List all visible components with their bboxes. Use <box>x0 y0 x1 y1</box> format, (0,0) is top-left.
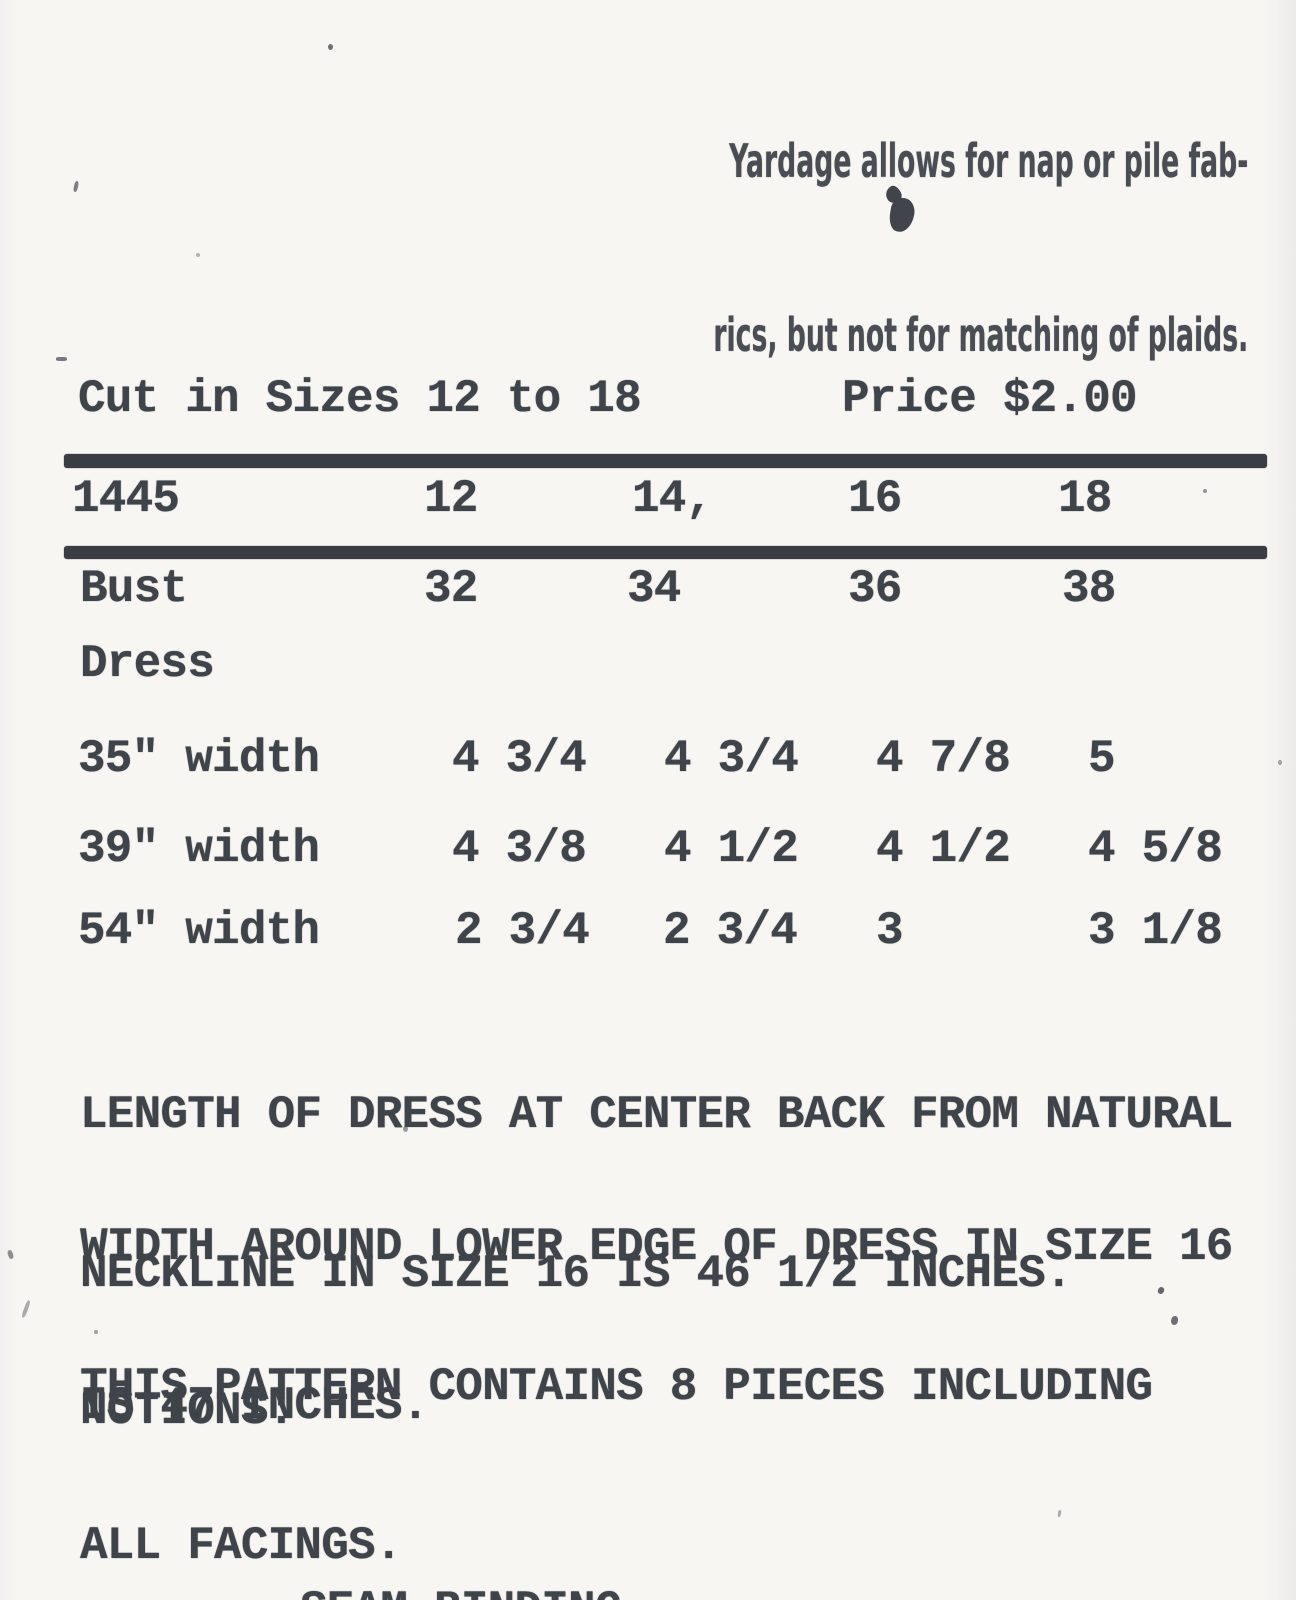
bust-value-12: 32 <box>424 563 478 615</box>
scan-speck <box>403 1126 408 1132</box>
pattern-number-cell: 1445 <box>72 473 180 525</box>
table-rule-mid <box>64 546 1267 559</box>
lower-edge-line2: IS 47 INCHES. <box>80 1380 429 1432</box>
yardage-row3-val3: 3 <box>876 905 904 957</box>
lower-edge-paragraph: WIDTH AROUND LOWER EDGE OF DRESS IN SIZE… <box>80 1115 1233 1539</box>
bust-row-label: Bust <box>80 563 188 615</box>
scan-speck <box>1203 489 1207 493</box>
notions-item-seam-binding: SEAM BINDING <box>300 1584 622 1600</box>
cut-sizes-heading: Cut in Sizes 12 to 18 <box>78 373 642 425</box>
size-col-16: 16 <box>848 473 902 525</box>
yardage-row1-val2: 4 3/4 <box>664 733 799 785</box>
scan-speck <box>1278 760 1282 765</box>
bust-value-16: 36 <box>848 563 902 615</box>
lower-edge-line1: WIDTH AROUND LOWER EDGE OF DRESS IN SIZE… <box>80 1221 1233 1273</box>
back-length-line1: LENGTH OF DRESS AT CENTER BACK FROM NATU… <box>80 1089 1233 1141</box>
bust-value-14: 34 <box>627 563 681 615</box>
yardage-row1-label: 35" width <box>78 733 320 785</box>
yardage-row3-val1: 2 3/4 <box>455 905 590 957</box>
size-col-14: 14, <box>632 473 713 525</box>
yardage-row2-label: 39" width <box>78 823 320 875</box>
yardage-row1-val1: 4 3/4 <box>452 733 587 785</box>
size-col-12: 12 <box>424 473 478 525</box>
scan-speck <box>6 1249 15 1260</box>
table-rule-top <box>64 454 1267 468</box>
bust-value-18: 38 <box>1062 563 1116 615</box>
yardage-row2-val2: 4 1/2 <box>664 823 799 875</box>
yardage-note-line1: Yardage allows for nap or pile fab- <box>728 134 1248 188</box>
yardage-note: Yardage allows for nap or pile fab- rics… <box>713 16 1248 480</box>
scan-speck <box>1171 1316 1178 1325</box>
notions-list: SEAM BINDING 8 BUTTONS <box>300 1478 622 1600</box>
scan-speck <box>94 1330 98 1334</box>
pieces-paragraph: THIS PATTERN CONTAINS 8 PIECES INCLUDING… <box>80 1255 1153 1600</box>
yardage-row2-val1: 4 3/8 <box>452 823 587 875</box>
pieces-line2: ALL FACINGS. <box>80 1520 402 1572</box>
scan-speck <box>72 180 80 193</box>
yardage-row3-val4: 3 1/8 <box>1088 905 1223 957</box>
back-length-line2: NECKLINE IN SIZE 16 IS 46 1/2 INCHES. <box>80 1248 1073 1300</box>
price-label: Price $2.00 <box>842 373 1138 425</box>
garment-label: Dress <box>80 638 215 690</box>
scan-speck <box>328 44 333 50</box>
back-length-paragraph: LENGTH OF DRESS AT CENTER BACK FROM NATU… <box>80 983 1233 1407</box>
yardage-row1-val3: 4 7/8 <box>876 733 1011 785</box>
scan-speck <box>196 253 200 257</box>
scan-speck <box>56 357 67 361</box>
yardage-row2-val4: 4 5/8 <box>1088 823 1223 875</box>
scan-speck <box>21 1299 31 1319</box>
yardage-note-line2: rics, but not for matching of plaids. <box>713 308 1248 362</box>
yardage-row3-val2: 2 3/4 <box>663 905 798 957</box>
yardage-row2-val3: 4 1/2 <box>876 823 1011 875</box>
yardage-row3-label: 54" width <box>78 905 320 957</box>
ink-blot <box>883 183 917 234</box>
pieces-line1: THIS PATTERN CONTAINS 8 PIECES INCLUDING <box>80 1361 1153 1413</box>
notions-heading: NOTIONS: <box>80 1385 295 1437</box>
yardage-row1-val4: 5 <box>1088 733 1116 785</box>
size-col-18: 18 <box>1058 473 1112 525</box>
